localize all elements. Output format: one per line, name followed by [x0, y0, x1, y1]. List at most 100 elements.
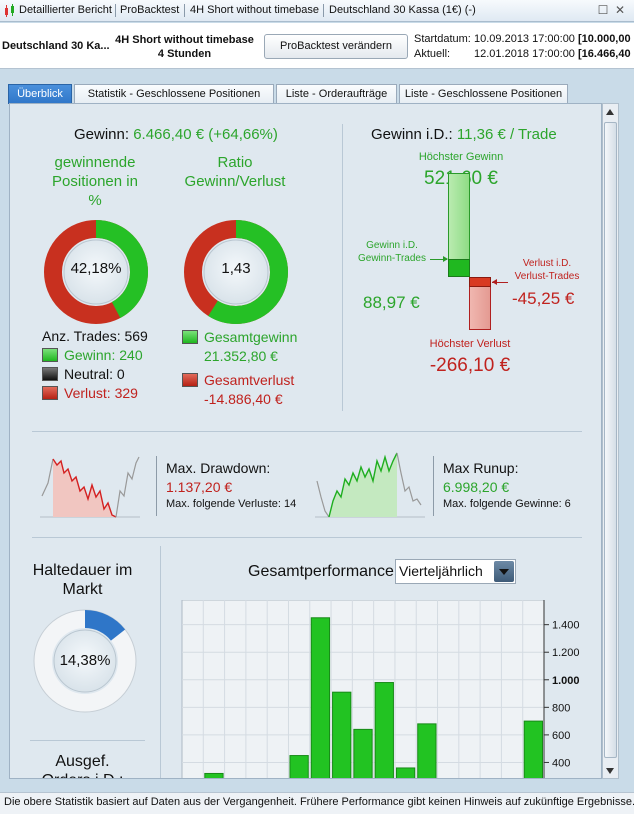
winning-title-line3: % — [88, 192, 102, 209]
trades-loss-row: Verlust: 329 — [42, 385, 138, 401]
holding-time-title: Haltedauer im Markt — [20, 561, 145, 599]
scroll-up-icon[interactable] — [606, 109, 614, 115]
scroll-down-icon[interactable] — [606, 768, 614, 774]
period-select-value: Vierteljährlich — [399, 563, 483, 579]
avg-loss-label-line2: Verlust-Trades — [514, 271, 580, 282]
winning-positions-value: 42,18% — [70, 260, 122, 277]
overview-panel: Gewinn: 6.466,40 € (+64,66%) gewinnende … — [9, 103, 602, 779]
strategy-info: 4H Short without timebase 4 Stunden — [107, 33, 262, 61]
tab-statistics-closed-positions[interactable]: Statistik - Geschlossene Positionen — [74, 84, 274, 104]
gain-summary: Gewinn: 6.466,40 € (+64,66%) — [74, 126, 278, 143]
gain-swatch — [42, 348, 58, 362]
max-runup-value: 6.998,20 € — [443, 479, 510, 495]
holding-time-value: 14,38% — [59, 652, 111, 669]
gross-loss-swatch — [182, 373, 198, 387]
performance-bar — [417, 723, 437, 778]
max-drawdown-value: 1.137,20 € — [166, 479, 233, 495]
current-date-value: 12.01.2018 17:00:00 — [474, 48, 575, 60]
strategy-name: 4H Short without timebase — [115, 34, 254, 46]
winning-positions-title: gewinnende Positionen in % — [30, 153, 160, 210]
start-date-label: Startdatum: — [414, 33, 471, 45]
drawdown-sparkline — [40, 456, 140, 518]
y-tick-label: 400 — [552, 757, 570, 769]
avg-win-trades-label: Gewinn i.D. Gewinn-Trades — [344, 239, 440, 265]
avg-loss-trades-label: Verlust i.D. Verlust-Trades — [502, 257, 592, 283]
winning-title-line2: Positionen in — [52, 173, 138, 190]
holding-title-line2: Markt — [62, 581, 103, 598]
orders-title-line1: Ausgef. — [55, 753, 110, 770]
titlebar-probacktest: ProBacktest — [120, 4, 180, 16]
section-divider — [342, 124, 343, 411]
current-capital: [16.466,40 — [578, 48, 631, 60]
orders-title: Ausgef. Orders i.D.: — [20, 752, 145, 778]
disclaimer-footer: Die obere Statistik basiert auf Daten au… — [0, 792, 634, 814]
period-select[interactable]: Vierteljährlich — [395, 559, 516, 584]
gain-value: 6.466,40 € (+64,66%) — [133, 126, 278, 143]
avg-win-label-line1: Gewinn i.D. — [366, 240, 418, 251]
bottom-divider — [160, 546, 161, 778]
performance-title: Gesamtperformance — [248, 563, 394, 580]
tab-overview[interactable]: Überblick — [8, 84, 72, 104]
ratio-title-line1: Ratio — [217, 154, 253, 171]
current-date-label: Aktuell: — [414, 48, 451, 60]
winning-title-line1: gewinnende — [54, 154, 136, 171]
loss-swatch — [42, 386, 58, 400]
instrument-name: Deutschland 30 Ka... — [2, 40, 110, 52]
max-runup-label: Max Runup: — [443, 460, 519, 476]
tab-order-list[interactable]: Liste - Orderaufträge — [276, 84, 397, 104]
gross-loss: Gesamtverlust -14.886,40 € — [182, 371, 294, 409]
max-consecutive-losses: Max. folgende Verluste: 14 — [166, 498, 297, 510]
gross-gain-value: 21.352,80 € — [204, 348, 278, 364]
window-titlebar: Detaillierter Bericht ProBacktest 4H Sho… — [0, 0, 634, 22]
modify-backtest-button[interactable]: ProBacktest verändern — [264, 34, 408, 59]
trades-win-row: Gewinn: 240 — [42, 347, 143, 363]
performance-bar — [204, 772, 224, 778]
avg-win-bar — [448, 259, 470, 277]
start-capital: [10.000,00 — [578, 33, 631, 45]
tab-closed-positions-list[interactable]: Liste - Geschlossene Positionen — [399, 84, 568, 104]
avg-win-value: 88,97 € — [363, 293, 420, 312]
avg-loss-pointer — [492, 282, 508, 283]
performance-bar — [332, 691, 352, 778]
drawdown-bracket — [156, 456, 157, 516]
candlestick-icon — [5, 4, 14, 17]
holding-time-donut — [33, 609, 137, 713]
performance-bar — [310, 617, 331, 778]
scrollbar-thumb[interactable] — [604, 122, 617, 758]
gain-loss-ratio-value: 1,43 — [221, 260, 251, 277]
neutral-swatch — [42, 367, 58, 381]
gross-gain-label: Gesamtgewinn — [204, 329, 298, 345]
performance-bar — [289, 755, 309, 778]
y-tick-label: 1.000 — [552, 675, 580, 687]
max-drawdown-label: Max. Drawdown: — [166, 460, 271, 476]
vertical-scrollbar[interactable] — [602, 103, 619, 779]
close-window-icon[interactable]: ✕ — [614, 3, 626, 17]
start-date-value: 10.09.2013 17:00:00 — [474, 33, 575, 45]
avg-win-arrow-icon — [443, 256, 448, 262]
trades-count: Anz. Trades: 569 — [42, 328, 148, 344]
gain-label: Gewinn: — [74, 126, 130, 143]
trades-loss: Verlust: 329 — [64, 385, 138, 401]
max-loss-label: Höchster Verlust — [429, 338, 511, 350]
performance-bar — [395, 767, 416, 778]
holding-title-line1: Haltedauer im — [32, 562, 133, 579]
avg-gain-value: 11,36 € / Trade — [456, 126, 557, 143]
y-tick-label: 1.200 — [552, 647, 580, 659]
avg-gain-per-trade: Gewinn i.D.: 11,36 € / Trade — [371, 126, 557, 143]
gain-loss-ratio-title: Ratio Gewinn/Verlust — [170, 153, 300, 191]
runup-sparkline — [315, 452, 425, 518]
trades-neutral-row: Neutral: 0 — [42, 366, 125, 382]
gross-gain-swatch — [182, 330, 198, 344]
gain-loss-ratio-donut — [184, 220, 288, 324]
chevron-down-icon[interactable] — [494, 561, 514, 582]
restore-window-icon[interactable]: ☐ — [597, 3, 609, 17]
y-tick-label: 800 — [552, 702, 570, 714]
runup-bracket — [433, 456, 434, 516]
backtest-info-bar: Deutschland 30 Ka... 4H Short without ti… — [0, 23, 634, 69]
winning-positions-donut — [44, 220, 148, 324]
avg-loss-label-line1: Verlust i.D. — [522, 258, 572, 269]
titlebar-strategy: 4H Short without timebase — [190, 4, 320, 16]
performance-bar — [523, 720, 543, 778]
gross-loss-value: -14.886,40 € — [204, 391, 283, 407]
